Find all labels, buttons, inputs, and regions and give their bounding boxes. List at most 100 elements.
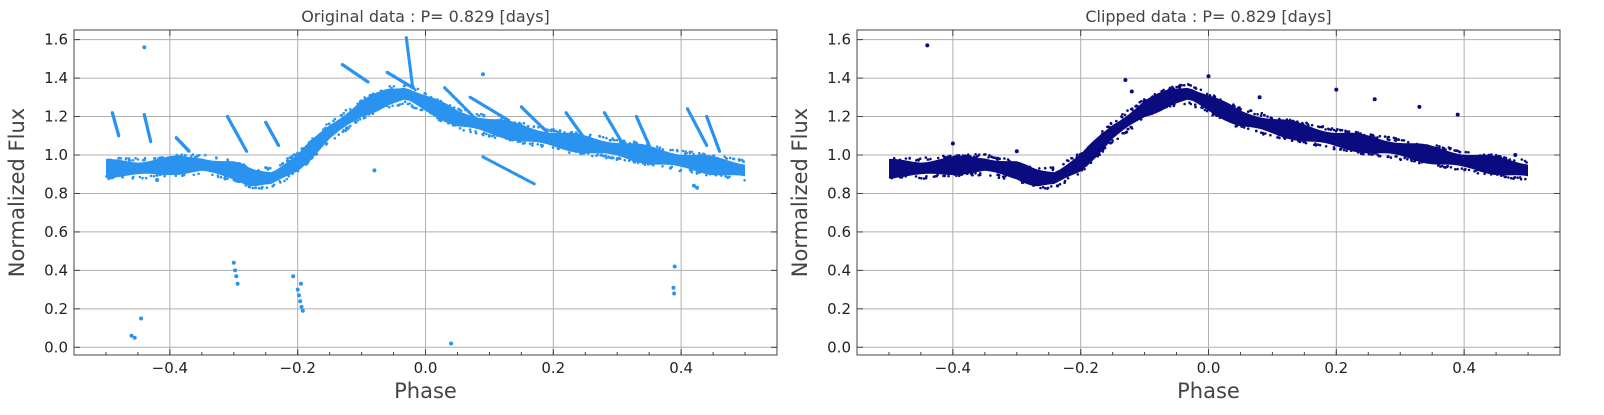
data-point — [688, 168, 692, 172]
data-point — [410, 104, 414, 107]
data-point — [143, 158, 146, 162]
data-point — [1516, 176, 1519, 179]
y-tick-label: 1.2 — [827, 108, 851, 126]
data-point — [152, 174, 156, 178]
data-point — [191, 153, 195, 156]
y-tick-label: 0.4 — [44, 261, 68, 279]
data-point — [1123, 113, 1127, 117]
data-point — [551, 146, 555, 149]
data-point — [278, 164, 282, 167]
data-point — [556, 130, 559, 134]
data-point — [333, 117, 337, 121]
streak-point — [366, 80, 370, 84]
data-point — [890, 176, 894, 180]
data-point — [1413, 159, 1417, 163]
data-point — [1096, 152, 1100, 156]
data-point — [898, 158, 902, 162]
data-point — [1285, 118, 1289, 121]
data-point — [485, 132, 488, 136]
data-point — [900, 175, 904, 179]
outlier-point — [950, 141, 955, 146]
data-point — [1089, 161, 1093, 165]
data-point — [265, 186, 269, 189]
data-point — [661, 165, 664, 168]
data-point — [134, 156, 137, 160]
data-point — [325, 142, 329, 145]
data-point — [1041, 185, 1045, 189]
outlier-point — [142, 45, 147, 50]
data-point — [904, 175, 908, 178]
data-point — [908, 156, 911, 160]
data-point — [1193, 103, 1197, 106]
data-point — [107, 177, 110, 181]
data-point — [1426, 144, 1429, 147]
data-point — [403, 100, 407, 103]
outlier-point — [671, 285, 676, 290]
data-point — [988, 154, 991, 157]
data-point — [1249, 109, 1253, 112]
data-point — [690, 150, 694, 154]
data-point — [1374, 152, 1377, 155]
outlier-point — [691, 183, 696, 188]
data-point — [914, 175, 918, 178]
data-point — [324, 126, 327, 130]
data-point — [1150, 95, 1154, 99]
data-point — [1518, 176, 1522, 179]
data-point — [1483, 172, 1486, 176]
data-point — [179, 155, 182, 158]
data-point — [368, 94, 372, 97]
data-point — [918, 157, 922, 160]
data-point — [641, 144, 645, 147]
data-point — [322, 128, 325, 131]
data-point — [570, 130, 574, 134]
data-point — [1354, 130, 1358, 134]
data-point — [242, 163, 246, 166]
data-point — [1213, 95, 1217, 98]
data-point — [1194, 105, 1197, 109]
data-point — [558, 129, 562, 132]
data-point — [1362, 150, 1366, 154]
data-point — [1336, 128, 1339, 131]
data-point — [480, 112, 483, 116]
data-point — [1392, 136, 1396, 140]
data-point — [699, 170, 703, 173]
data-point — [1372, 134, 1375, 138]
data-point — [401, 102, 404, 106]
data-point — [452, 106, 455, 110]
data-point — [487, 135, 491, 138]
data-point — [1366, 135, 1369, 138]
data-point — [304, 162, 307, 166]
data-point — [364, 116, 367, 119]
data-point — [1276, 136, 1279, 139]
outlier-point — [925, 43, 930, 48]
data-point — [340, 113, 344, 117]
data-point — [327, 122, 331, 125]
data-point — [726, 176, 729, 179]
data-point — [257, 186, 261, 190]
y-axis-label: Normalized Flux — [788, 108, 812, 277]
data-point — [1126, 127, 1129, 131]
data-point — [1189, 102, 1193, 106]
data-point — [306, 161, 310, 165]
data-points — [888, 43, 1528, 190]
data-point — [532, 125, 536, 128]
data-point — [216, 174, 220, 177]
data-point — [1507, 176, 1510, 179]
x-tick-label: 0.0 — [1197, 359, 1221, 377]
data-point — [391, 104, 394, 108]
data-point — [1103, 146, 1107, 150]
outlier-point — [1129, 89, 1134, 94]
data-point — [1525, 161, 1528, 164]
data-point — [615, 138, 619, 142]
data-point — [1378, 134, 1382, 138]
data-point — [1066, 177, 1070, 180]
data-point — [236, 161, 240, 165]
data-point — [136, 158, 140, 161]
data-point — [1362, 152, 1365, 156]
data-point — [511, 138, 515, 142]
data-point — [469, 130, 472, 134]
outlier-point — [295, 287, 300, 292]
data-point — [1310, 123, 1314, 127]
data-point — [918, 176, 921, 180]
data-point — [181, 156, 184, 159]
